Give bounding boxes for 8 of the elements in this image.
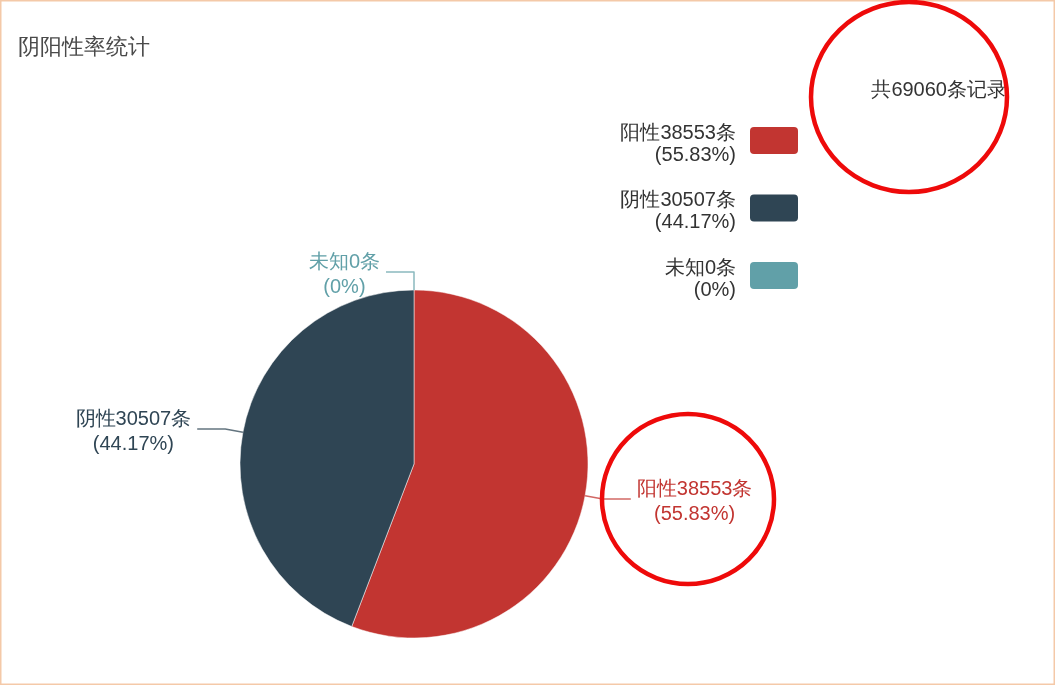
annotation: 共69060条记录 — [871, 78, 1007, 100]
slice-label: 阳性38553条 (55.83%) — [636, 476, 753, 524]
chart-title: 阴阳性率统计 — [18, 34, 150, 59]
legend-label: 阴性30507条 (44.17%) — [620, 188, 736, 232]
legend-label: 未知0条 (0%) — [664, 255, 736, 300]
slice-label: 未知0条 (0%) — [308, 250, 380, 297]
slice-label: 阴性30507条 (44.17%) — [75, 407, 192, 455]
legend-label: 阳性38553条 (55.83%) — [620, 120, 736, 165]
